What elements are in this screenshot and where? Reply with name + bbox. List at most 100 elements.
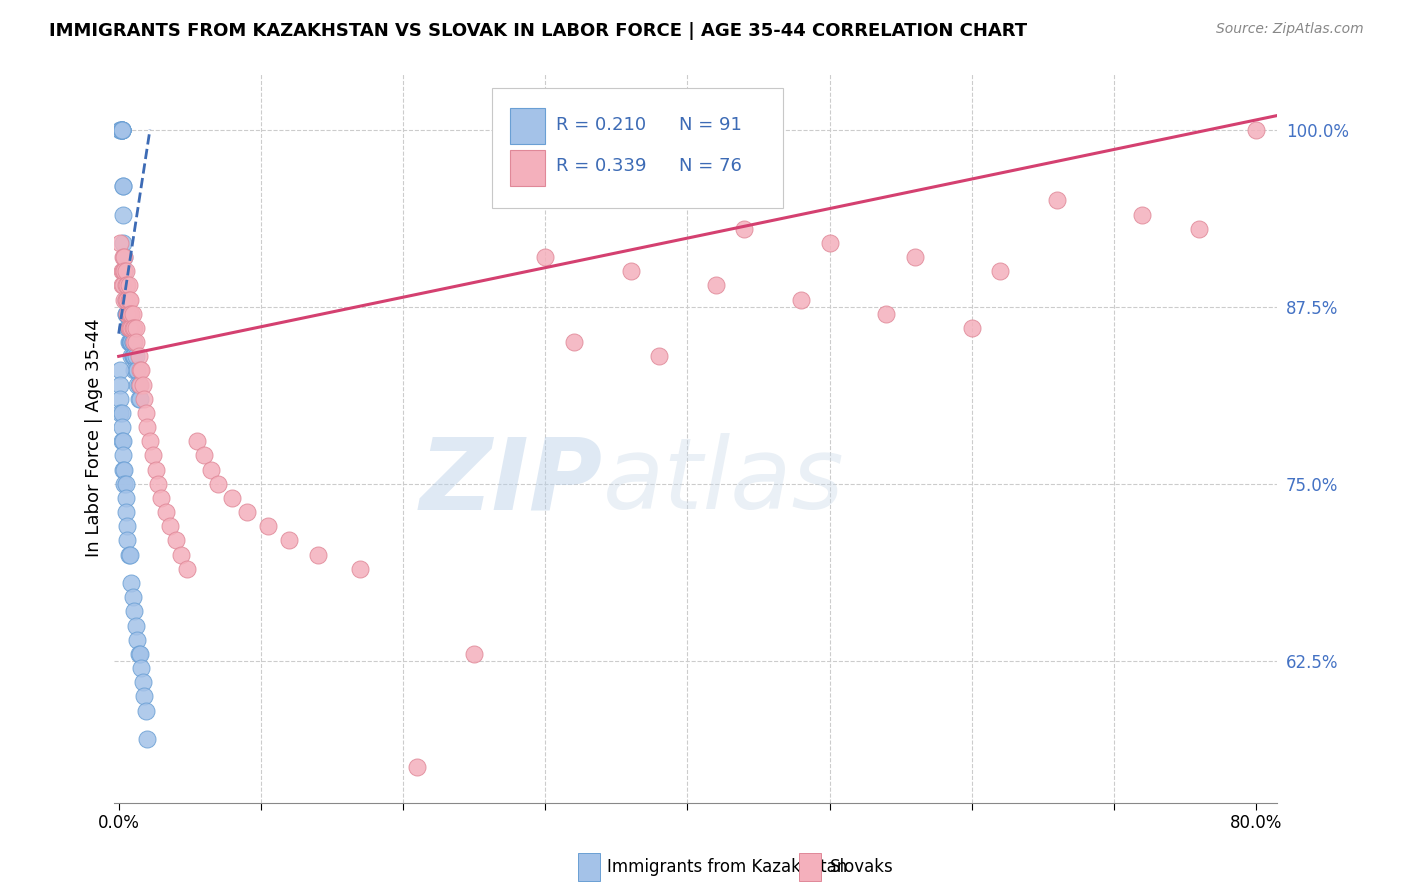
Point xyxy=(112,463,135,477)
Point xyxy=(114,293,136,307)
Point xyxy=(790,293,813,307)
Point xyxy=(619,264,641,278)
Point xyxy=(111,208,134,222)
Point xyxy=(115,278,138,293)
Point xyxy=(111,179,134,194)
Point xyxy=(124,321,146,335)
Point xyxy=(122,349,145,363)
Point xyxy=(186,434,208,449)
Point xyxy=(118,335,141,350)
Point xyxy=(114,307,136,321)
Point xyxy=(115,533,138,548)
Point xyxy=(111,434,134,449)
Point xyxy=(114,278,136,293)
Bar xyxy=(510,150,544,186)
Point xyxy=(124,363,146,377)
Point xyxy=(406,760,429,774)
Point xyxy=(117,321,139,335)
Point xyxy=(125,349,148,363)
Point xyxy=(117,335,139,350)
Point xyxy=(349,562,371,576)
Point xyxy=(110,278,132,293)
Point xyxy=(110,420,132,434)
Point xyxy=(112,264,135,278)
Point xyxy=(114,264,136,278)
Point xyxy=(112,278,135,293)
Point xyxy=(118,548,141,562)
Point xyxy=(1244,122,1267,136)
Point xyxy=(125,321,148,335)
Point xyxy=(122,590,145,604)
Point xyxy=(117,307,139,321)
Point xyxy=(129,377,152,392)
Point xyxy=(117,321,139,335)
Text: Immigrants from Kazakhstan: Immigrants from Kazakhstan xyxy=(607,858,848,876)
Point xyxy=(159,519,181,533)
Point xyxy=(122,349,145,363)
Point xyxy=(117,321,139,335)
Point xyxy=(111,463,134,477)
Point xyxy=(108,122,131,136)
Point xyxy=(111,179,134,194)
Point xyxy=(124,349,146,363)
Point xyxy=(534,250,557,264)
Point xyxy=(111,264,134,278)
Text: R = 0.339: R = 0.339 xyxy=(557,157,647,176)
Point xyxy=(118,321,141,335)
Point xyxy=(114,307,136,321)
Point xyxy=(112,476,135,491)
Point xyxy=(128,377,150,392)
Point xyxy=(124,604,146,618)
Point xyxy=(115,307,138,321)
Bar xyxy=(510,108,544,145)
Point xyxy=(122,321,145,335)
Point xyxy=(988,264,1011,278)
Point xyxy=(129,392,152,406)
Text: N = 76: N = 76 xyxy=(679,157,741,176)
Point xyxy=(132,675,155,690)
Point xyxy=(1132,208,1154,222)
Point xyxy=(122,335,145,350)
Point xyxy=(117,321,139,335)
Point xyxy=(733,222,755,236)
Point xyxy=(114,293,136,307)
Point xyxy=(114,505,136,519)
Point xyxy=(124,349,146,363)
Point xyxy=(235,505,257,519)
Point xyxy=(115,307,138,321)
Point xyxy=(704,278,727,293)
Point xyxy=(114,491,136,505)
Point xyxy=(170,548,193,562)
Point xyxy=(115,293,138,307)
Point xyxy=(108,406,131,420)
Point xyxy=(127,377,149,392)
Point xyxy=(165,533,187,548)
Point xyxy=(134,690,156,704)
Point xyxy=(110,434,132,449)
Point xyxy=(111,449,134,463)
Point xyxy=(132,377,155,392)
Text: Slovaks: Slovaks xyxy=(830,858,893,876)
Point xyxy=(110,406,132,420)
Point xyxy=(115,307,138,321)
Point xyxy=(257,519,280,533)
Point xyxy=(117,278,139,293)
Point xyxy=(121,335,143,350)
Point xyxy=(142,449,165,463)
Point xyxy=(115,321,138,335)
Point xyxy=(112,264,135,278)
Point xyxy=(112,250,135,264)
Point xyxy=(648,349,671,363)
Point xyxy=(127,632,149,647)
Point xyxy=(139,434,162,449)
Point xyxy=(129,363,152,377)
Point xyxy=(128,647,150,661)
Point xyxy=(112,293,135,307)
Point xyxy=(118,321,141,335)
Point xyxy=(124,335,146,350)
Point xyxy=(135,406,157,420)
Point xyxy=(118,335,141,350)
Point xyxy=(121,307,143,321)
Point xyxy=(114,293,136,307)
Point xyxy=(150,491,173,505)
